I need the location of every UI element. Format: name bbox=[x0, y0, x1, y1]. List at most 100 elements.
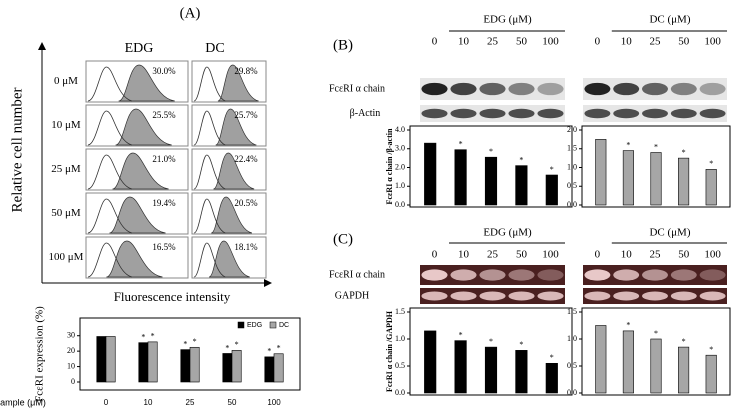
band bbox=[450, 291, 477, 301]
dose-label: 100 μM bbox=[49, 251, 84, 263]
bar bbox=[273, 353, 284, 383]
sample-histogram bbox=[109, 196, 166, 234]
band bbox=[642, 108, 668, 119]
band bbox=[421, 291, 448, 301]
bar bbox=[424, 330, 437, 394]
band bbox=[584, 82, 611, 96]
blot-row-label: β-Actin bbox=[350, 108, 381, 119]
x-tick-label: 10 bbox=[144, 398, 153, 407]
lane-label: 10 bbox=[621, 36, 633, 48]
y-tick-label: 1.5 bbox=[395, 307, 405, 316]
dose-label: 25 μM bbox=[51, 163, 81, 175]
band bbox=[421, 108, 448, 119]
sample-histogram bbox=[118, 64, 175, 102]
band bbox=[421, 82, 448, 96]
percent-label: 29.8% bbox=[234, 66, 258, 76]
plot-frame bbox=[79, 317, 301, 391]
lane-label: 10 bbox=[458, 249, 470, 261]
lane-label: 25 bbox=[650, 249, 662, 261]
x-axis-label: Sample (μM) bbox=[0, 397, 46, 407]
sample-histogram bbox=[215, 108, 257, 146]
control-histogram bbox=[87, 110, 133, 146]
band bbox=[613, 108, 640, 119]
control-histogram bbox=[193, 110, 226, 146]
flow-x-label: Fluorescence intensity bbox=[114, 289, 231, 304]
y-tick-label: 4.0 bbox=[395, 125, 405, 134]
lane-label: 25 bbox=[487, 36, 499, 48]
band bbox=[479, 82, 506, 96]
significance-mark: * bbox=[235, 340, 239, 349]
lane-label: 10 bbox=[458, 36, 470, 48]
significance-mark: * bbox=[682, 337, 686, 346]
bar bbox=[622, 330, 634, 394]
lane-label: 25 bbox=[487, 249, 499, 261]
legend-label: EDG bbox=[247, 322, 262, 329]
dose-label: 0 μM bbox=[54, 75, 78, 87]
significance-mark: * bbox=[459, 140, 463, 149]
bar bbox=[180, 349, 191, 383]
y-tick-label: 0.5 bbox=[395, 361, 405, 370]
sample-histogram bbox=[115, 108, 172, 146]
lane-label: 25 bbox=[650, 36, 662, 48]
band bbox=[584, 269, 611, 281]
lane-label: 0 bbox=[432, 249, 438, 261]
lane-label: 0 bbox=[595, 249, 601, 261]
significance-mark: * bbox=[519, 340, 523, 349]
significance-mark: * bbox=[459, 330, 463, 339]
plot-frame bbox=[581, 125, 731, 208]
dose-label: 10 μM bbox=[51, 119, 81, 131]
bar bbox=[105, 336, 116, 383]
bar bbox=[138, 342, 149, 383]
band bbox=[584, 108, 611, 119]
y-tick-label: 1.0 bbox=[395, 181, 405, 190]
band bbox=[508, 291, 535, 301]
band bbox=[642, 269, 668, 281]
band bbox=[642, 291, 668, 301]
lane-label: 50 bbox=[678, 249, 690, 261]
bar bbox=[454, 340, 467, 394]
panel-label: (B) bbox=[333, 37, 353, 53]
histogram-frame bbox=[85, 236, 189, 279]
treatment-label: DC (μM) bbox=[649, 14, 690, 26]
dose-label: 50 μM bbox=[51, 207, 81, 219]
control-histogram bbox=[193, 154, 226, 190]
significance-mark: * bbox=[519, 155, 523, 164]
legend-swatch bbox=[237, 321, 245, 329]
percent-label: 30.0% bbox=[152, 66, 176, 76]
plot-frame bbox=[581, 307, 731, 396]
band bbox=[699, 82, 726, 96]
bar bbox=[705, 354, 717, 394]
percent-label: 25.7% bbox=[234, 110, 258, 120]
significance-mark: * bbox=[277, 344, 281, 353]
plot-frame bbox=[409, 307, 573, 396]
significance-mark: * bbox=[141, 332, 145, 341]
bar bbox=[595, 139, 607, 206]
percent-label: 20.5% bbox=[234, 198, 258, 208]
blot-row-label: FcεRI α chain bbox=[329, 83, 385, 94]
band bbox=[421, 269, 448, 281]
control-histogram bbox=[87, 66, 133, 102]
y-axis-label: FcεRI α chain /β-actin bbox=[385, 128, 394, 204]
lane-label: 50 bbox=[678, 36, 690, 48]
control-histogram bbox=[193, 198, 226, 234]
lane-label: 0 bbox=[432, 36, 438, 48]
bar bbox=[705, 169, 717, 206]
arrow bbox=[38, 42, 46, 50]
lane-label: 50 bbox=[516, 249, 528, 261]
band bbox=[642, 82, 668, 96]
control-histogram bbox=[193, 66, 226, 102]
band bbox=[508, 82, 535, 96]
lane-label: 0 bbox=[595, 36, 601, 48]
bar bbox=[622, 150, 634, 206]
y-axis-label: FcεRI expression (%) bbox=[34, 306, 46, 402]
band bbox=[699, 108, 726, 119]
y-tick-label: 10 bbox=[67, 361, 75, 370]
significance-mark: * bbox=[654, 329, 658, 338]
percent-label: 16.5% bbox=[152, 242, 176, 252]
significance-mark: * bbox=[682, 148, 686, 157]
y-tick-label: 20 bbox=[67, 346, 75, 355]
sample-histogram bbox=[106, 240, 163, 278]
arrow bbox=[264, 279, 272, 287]
sample-histogram bbox=[210, 196, 253, 234]
band bbox=[479, 291, 506, 301]
